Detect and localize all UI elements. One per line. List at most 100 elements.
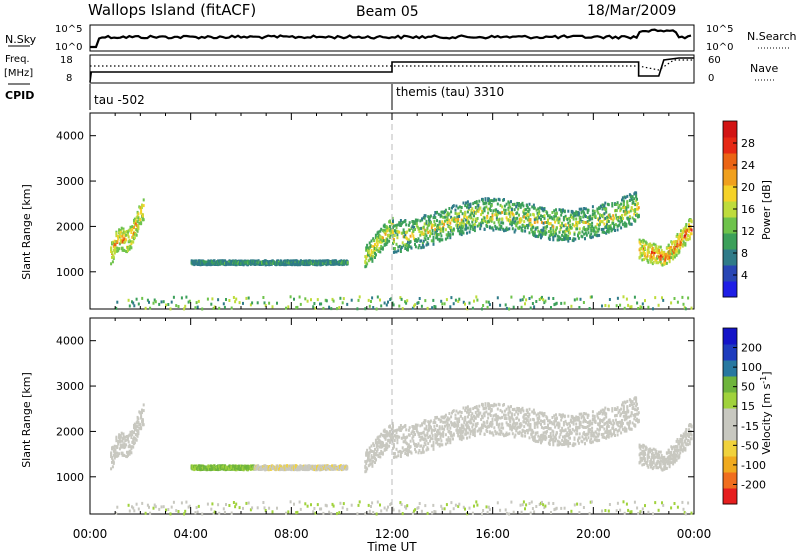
range-cell: [124, 230, 127, 234]
range-cell: [503, 413, 505, 417]
range-cell: [530, 295, 533, 299]
range-cell: [461, 212, 464, 216]
range-cell: [552, 228, 555, 232]
range-cell: [412, 229, 415, 233]
range-cell: [521, 201, 524, 205]
range-cell: [602, 206, 605, 210]
colorbar-swatch: [723, 249, 737, 266]
range-cell: [686, 228, 689, 232]
range-cell: [587, 208, 590, 212]
range-cell: [457, 434, 460, 438]
range-cell: [392, 231, 394, 235]
range-cell: [460, 411, 463, 414]
range-cell: [526, 213, 529, 217]
range-cell: [619, 209, 622, 213]
range-cell: [555, 437, 557, 441]
range-cell: [374, 458, 377, 462]
range-cell: [422, 450, 425, 454]
range-cell: [480, 223, 483, 227]
range-cell: [624, 210, 627, 214]
range-cell: [407, 453, 409, 457]
range-cell: [110, 451, 113, 455]
range-cell: [113, 444, 116, 448]
range-cell: [588, 225, 591, 229]
range-cell: [445, 438, 448, 442]
range-cell: [540, 206, 543, 210]
range-cell: [572, 237, 575, 241]
range-cell: [330, 307, 333, 311]
range-cell: [401, 241, 404, 245]
range-cell: [574, 212, 577, 216]
range-cell: [115, 439, 118, 443]
range-cell: [540, 422, 542, 426]
range-cell: [462, 424, 465, 428]
range-cell: [523, 420, 526, 424]
range-cell: [563, 210, 566, 214]
range-cell: [570, 226, 573, 230]
range-cell: [408, 433, 411, 437]
range-cell: [130, 451, 133, 455]
freq-line: [89, 57, 694, 83]
range-cell: [187, 300, 190, 304]
range-cell: [119, 234, 122, 238]
range-cell: [334, 464, 337, 468]
range-cell: [548, 419, 551, 423]
range-cell: [470, 216, 473, 220]
range-cell: [367, 298, 370, 302]
range-cell: [534, 234, 537, 238]
range-cell: [519, 410, 522, 414]
range-cell: [589, 217, 592, 221]
range-cell: [563, 415, 566, 419]
range-cell: [559, 442, 562, 445]
range-cell: [551, 211, 554, 214]
range-cell: [407, 245, 410, 248]
range-cell: [245, 296, 248, 300]
range-cell: [526, 431, 529, 435]
range-cell: [539, 411, 542, 415]
range-cell: [421, 217, 424, 221]
range-cell: [444, 215, 446, 219]
range-cell: [448, 417, 451, 421]
range-cell: [645, 241, 648, 245]
range-cell: [116, 445, 119, 449]
range-cell: [495, 217, 498, 221]
range-cell: [589, 214, 592, 218]
range-cell: [554, 230, 557, 234]
range-cell: [395, 455, 398, 459]
range-cell: [553, 303, 556, 307]
range-cell: [476, 298, 479, 302]
range-cell: [503, 403, 505, 407]
range-cell: [450, 210, 453, 214]
range-cell: [490, 424, 493, 428]
range-cell: [126, 233, 129, 237]
range-cell: [453, 220, 456, 223]
range-cell: [422, 444, 425, 448]
range-cell: [365, 248, 368, 252]
range-cell: [437, 438, 440, 442]
range-cell: [367, 454, 370, 457]
range-cell: [625, 224, 628, 228]
range-cell: [604, 201, 607, 205]
range-cell: [591, 209, 594, 213]
range-cell: [420, 444, 423, 448]
range-cell: [554, 302, 557, 306]
range-cell: [457, 424, 460, 428]
range-cell: [577, 211, 580, 215]
range-cell: [374, 461, 376, 464]
range-cell: [365, 257, 368, 260]
range-cell: [488, 197, 490, 201]
range-cell: [232, 296, 235, 299]
range-cell: [546, 224, 549, 228]
range-cell: [445, 418, 448, 422]
range-cell: [534, 432, 537, 436]
range-cell: [471, 416, 474, 420]
range-cell: [392, 224, 395, 228]
range-cell: [560, 430, 563, 434]
range-cell: [140, 416, 143, 420]
range-cell: [444, 424, 446, 428]
range-cell: [553, 414, 556, 418]
range-cell: [346, 302, 349, 306]
range-cell: [372, 306, 375, 309]
range-cell: [172, 295, 175, 299]
range-cell: [607, 228, 610, 232]
